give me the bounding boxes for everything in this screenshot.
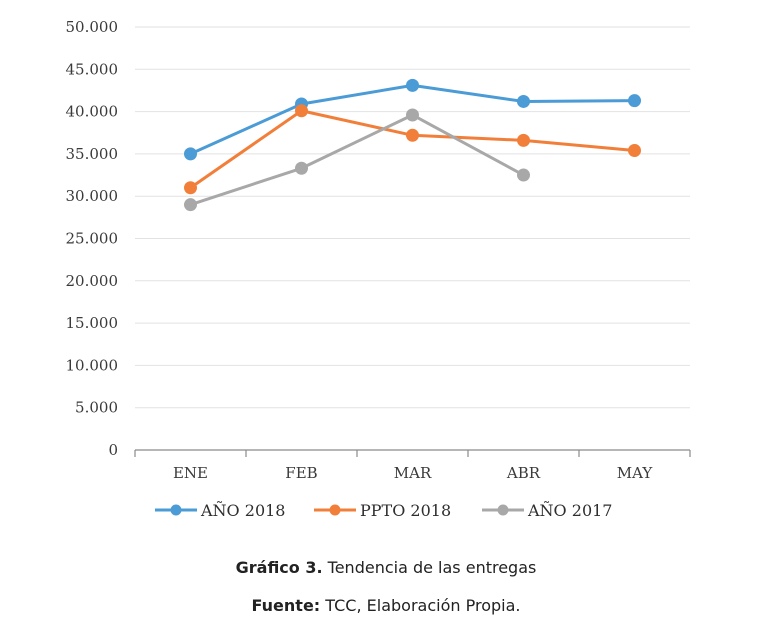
y-tick-label: 35.000 <box>66 145 119 163</box>
legend-swatch-marker <box>170 504 182 516</box>
x-tick-label: FEB <box>285 464 317 482</box>
figure-caption: Gráfico 3. Tendencia de las entregas <box>0 558 772 577</box>
caption-label: Gráfico 3. <box>235 558 323 577</box>
series-3 <box>184 108 530 212</box>
x-axis-tick-labels: ENE FEB MAR ABR MAY <box>173 464 653 482</box>
legend-item: PPTO 2018 <box>314 501 451 520</box>
y-tick-label: 45.000 <box>66 60 119 78</box>
line-chart: 0 5.000 10.000 15.000 20.000 25.000 30.000 35.0… <box>66 18 691 520</box>
data-point <box>517 94 530 108</box>
y-tick-label: 20.000 <box>66 272 119 290</box>
y-tick-label: 15.000 <box>66 314 119 332</box>
y-tick-label: 40.000 <box>66 103 119 121</box>
data-point <box>295 104 308 118</box>
gridlines <box>135 26 690 409</box>
legend-label: PPTO 2018 <box>360 501 451 520</box>
legend-label: AÑO 2018 <box>200 500 285 520</box>
data-point <box>184 198 197 212</box>
figure-source: Fuente: TCC, Elaboración Propia. <box>0 596 772 615</box>
legend-swatch-marker <box>329 504 341 516</box>
data-point <box>406 78 419 92</box>
data-point <box>517 133 530 147</box>
data-point <box>295 161 308 175</box>
legend-item: AÑO 2018 <box>155 500 285 520</box>
y-tick-label: 5.000 <box>75 399 118 417</box>
legend: AÑO 2018 PPTO 2018 AÑO 2017 <box>155 500 612 520</box>
series-line <box>189 109 635 189</box>
series-1 <box>184 78 641 161</box>
y-tick-label: 0 <box>108 441 118 459</box>
series-layer <box>184 78 641 212</box>
data-point <box>406 128 419 142</box>
source-label: Fuente: <box>251 596 321 615</box>
data-point <box>517 168 530 182</box>
x-tick-label: MAR <box>394 464 432 482</box>
x-axis <box>134 449 691 457</box>
x-tick-label: ENE <box>173 464 208 482</box>
y-tick-label: 30.000 <box>66 187 119 205</box>
y-tick-label: 50.000 <box>66 18 119 36</box>
data-point <box>628 144 641 158</box>
data-point <box>184 181 197 195</box>
y-tick-label: 10.000 <box>66 356 119 374</box>
series-line <box>190 113 525 207</box>
series-2 <box>184 104 641 195</box>
caption-text: Tendencia de las entregas <box>327 558 537 577</box>
legend-swatch-marker <box>497 504 509 516</box>
data-point <box>406 108 419 122</box>
y-tick-label: 25.000 <box>66 230 119 248</box>
legend-item: AÑO 2017 <box>482 500 612 520</box>
x-tick-label: ABR <box>506 464 541 482</box>
y-axis-tick-labels: 0 5.000 10.000 15.000 20.000 25.000 30.000 35.0… <box>66 18 119 459</box>
data-point <box>628 94 641 108</box>
x-tick-label: MAY <box>617 464 654 482</box>
source-text: TCC, Elaboración Propia. <box>325 596 521 615</box>
data-point <box>184 147 197 161</box>
legend-label: AÑO 2017 <box>527 500 612 520</box>
